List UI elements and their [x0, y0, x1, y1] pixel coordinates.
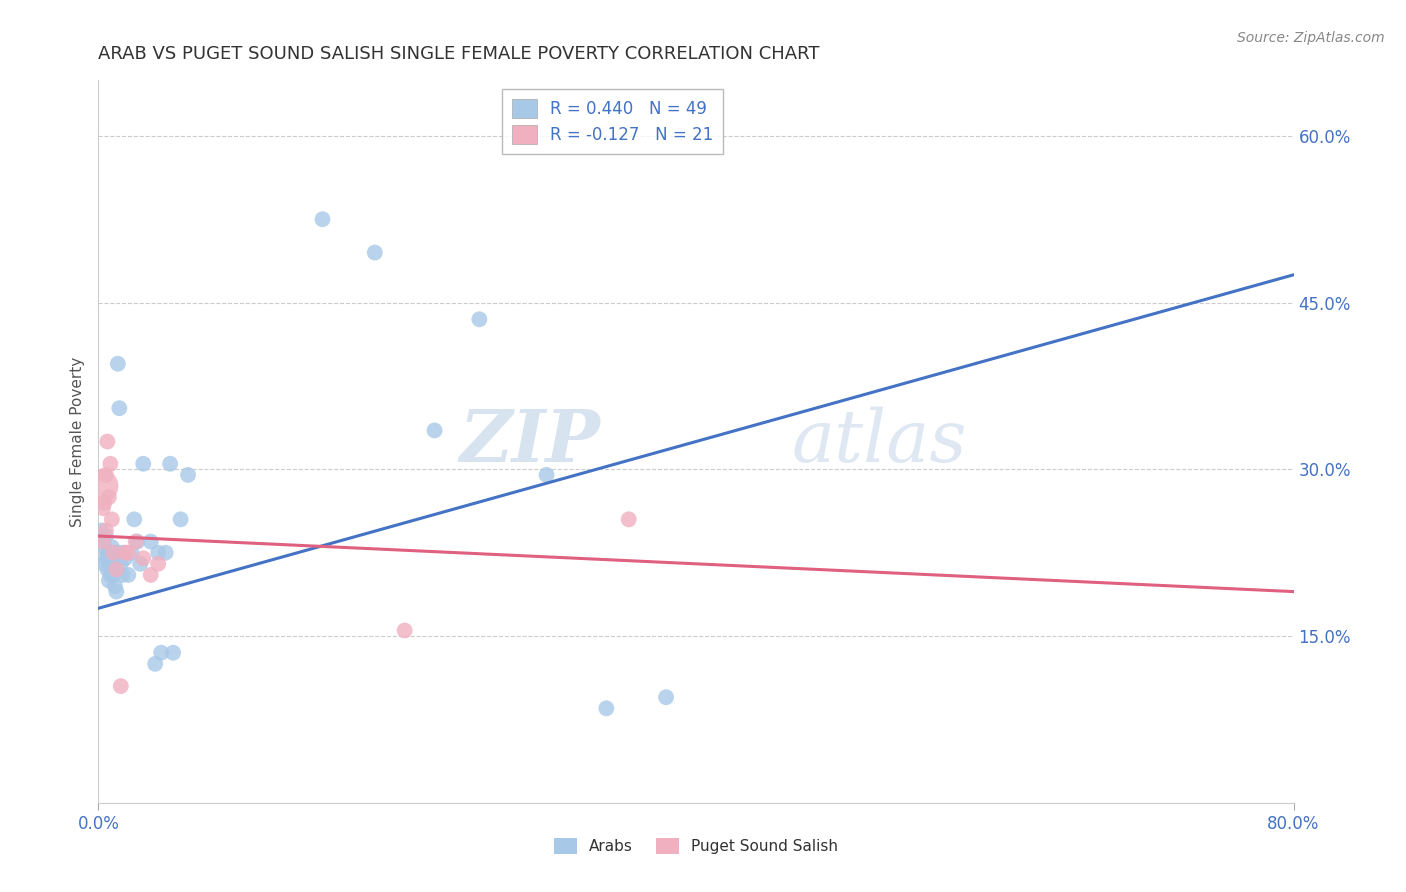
Point	[112, 546, 135, 560]
Point	[96, 546, 118, 560]
Point	[125, 534, 148, 549]
Point	[311, 212, 333, 227]
Point	[117, 546, 139, 560]
Point	[98, 457, 122, 471]
Point	[98, 546, 122, 560]
Point	[104, 579, 127, 593]
Point	[132, 551, 155, 566]
Point	[97, 551, 120, 566]
Point	[111, 568, 134, 582]
Point	[103, 551, 125, 566]
Point	[148, 546, 170, 560]
Point	[97, 574, 120, 588]
Point	[94, 467, 117, 482]
Point	[127, 534, 149, 549]
Text: Source: ZipAtlas.com: Source: ZipAtlas.com	[1237, 31, 1385, 45]
Point	[364, 245, 387, 260]
Text: ARAB VS PUGET SOUND SALISH SINGLE FEMALE POVERTY CORRELATION CHART: ARAB VS PUGET SOUND SALISH SINGLE FEMALE…	[98, 45, 820, 63]
Point	[91, 534, 114, 549]
Point	[169, 512, 191, 526]
Point	[94, 551, 117, 566]
Point	[98, 568, 122, 582]
Point	[94, 524, 117, 538]
Point	[110, 679, 132, 693]
Point	[93, 557, 115, 571]
Point	[162, 646, 184, 660]
Point	[143, 657, 166, 671]
Point	[96, 562, 118, 576]
Point	[114, 551, 136, 566]
Point	[94, 529, 117, 543]
Point	[132, 457, 155, 471]
Point	[90, 524, 112, 538]
Point	[93, 540, 115, 554]
Point	[423, 424, 446, 438]
Point	[120, 546, 142, 560]
Point	[177, 467, 200, 482]
Point	[91, 534, 114, 549]
Point	[129, 557, 152, 571]
Point	[150, 646, 173, 660]
Point	[105, 562, 128, 576]
Point	[107, 357, 129, 371]
Point	[117, 568, 139, 582]
Point	[93, 496, 115, 510]
Point	[91, 501, 114, 516]
Point	[107, 546, 129, 560]
Point	[595, 701, 617, 715]
Y-axis label: Single Female Poverty: Single Female Poverty	[69, 357, 84, 526]
Point	[159, 457, 181, 471]
Point	[97, 490, 120, 504]
Point	[110, 557, 132, 571]
Point	[148, 557, 170, 571]
Point	[103, 568, 125, 582]
Legend: Arabs, Puget Sound Salish: Arabs, Puget Sound Salish	[548, 832, 844, 860]
Point	[103, 546, 125, 560]
Point	[108, 401, 131, 416]
Point	[155, 546, 177, 560]
Point	[139, 568, 162, 582]
Point	[394, 624, 416, 638]
Point	[104, 546, 127, 560]
Point	[536, 467, 558, 482]
Point	[617, 512, 640, 526]
Point	[468, 312, 491, 326]
Text: ZIP: ZIP	[460, 406, 600, 477]
Point	[96, 434, 118, 449]
Point	[90, 479, 112, 493]
Point	[124, 512, 146, 526]
Point	[105, 584, 128, 599]
Text: atlas: atlas	[792, 406, 967, 477]
Point	[114, 546, 136, 560]
Point	[101, 557, 124, 571]
Point	[101, 512, 124, 526]
Point	[101, 540, 124, 554]
Point	[105, 546, 128, 560]
Point	[655, 690, 678, 705]
Point	[139, 534, 162, 549]
